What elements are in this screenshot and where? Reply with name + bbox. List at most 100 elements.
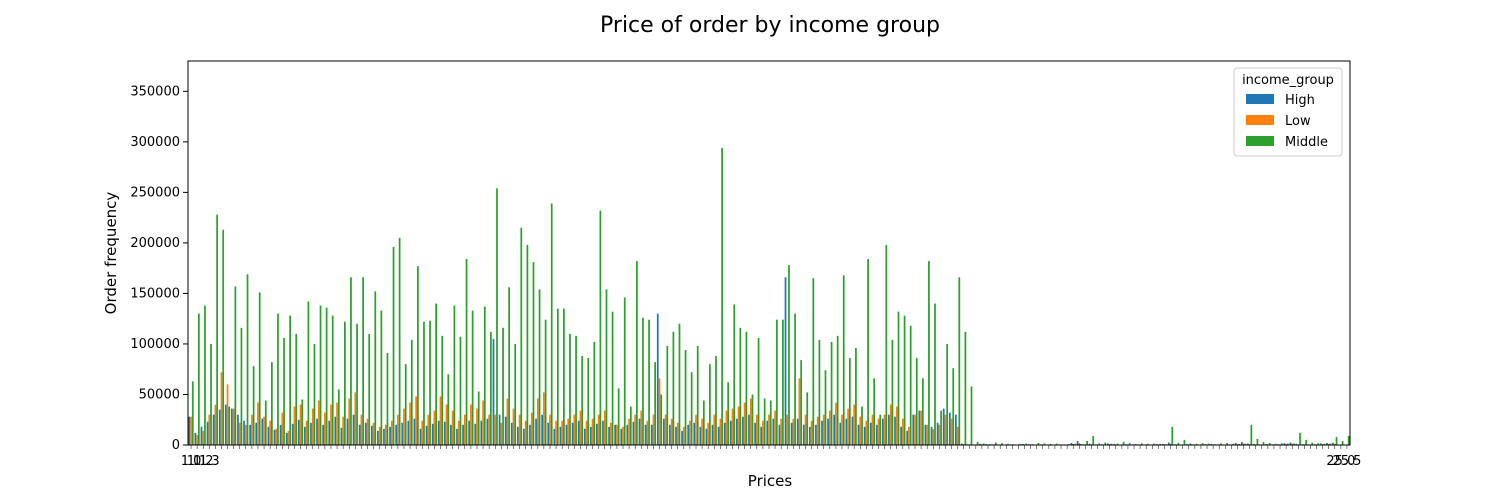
bar-low bbox=[421, 420, 424, 445]
bar-high bbox=[413, 418, 416, 445]
bar-middle bbox=[453, 305, 456, 445]
bar-high bbox=[693, 422, 696, 445]
bar-low bbox=[622, 426, 624, 445]
bar-low bbox=[293, 406, 296, 445]
bar-middle bbox=[867, 259, 869, 445]
bar-low bbox=[798, 378, 801, 445]
y-tick-label: 200000 bbox=[130, 236, 180, 251]
y-tick-label: 350000 bbox=[130, 84, 180, 99]
bar-high bbox=[729, 420, 732, 445]
bar-high bbox=[650, 424, 653, 445]
x-tick-label: 1.0 bbox=[181, 454, 202, 469]
bar-middle bbox=[404, 364, 407, 445]
bar-high bbox=[328, 420, 331, 445]
bar-middle bbox=[1347, 435, 1350, 445]
x-tick-label: 25.0 bbox=[1326, 454, 1355, 469]
bar-high bbox=[808, 426, 811, 445]
bar-middle bbox=[374, 291, 377, 445]
bar-middle bbox=[1195, 443, 1198, 445]
bar-middle bbox=[721, 147, 723, 445]
y-tick-label: 300000 bbox=[130, 135, 180, 150]
bar-high bbox=[1240, 441, 1243, 445]
legend-label-low: Low bbox=[1285, 114, 1311, 129]
bar-high bbox=[510, 422, 513, 445]
bar-high bbox=[857, 424, 860, 445]
bar-middle bbox=[946, 343, 949, 445]
bar-middle bbox=[1207, 443, 1210, 445]
bar-middle bbox=[1104, 442, 1107, 445]
bar-high bbox=[334, 416, 337, 445]
bar-low bbox=[792, 418, 795, 445]
bar-middle bbox=[715, 356, 717, 445]
bar-low bbox=[336, 402, 338, 445]
bar-low bbox=[567, 418, 570, 445]
bar-low bbox=[366, 418, 369, 445]
bar-low bbox=[494, 414, 497, 445]
bar-low bbox=[859, 416, 862, 445]
bar-low bbox=[616, 424, 618, 445]
bar-high bbox=[681, 430, 683, 445]
bar-middle bbox=[544, 319, 547, 445]
bar-high bbox=[401, 422, 404, 445]
bar-middle bbox=[532, 262, 535, 445]
bar-middle bbox=[794, 313, 796, 445]
bar-middle bbox=[879, 414, 882, 445]
bar-middle bbox=[550, 203, 553, 445]
bar-low bbox=[816, 416, 819, 445]
bar-high bbox=[766, 420, 769, 445]
bar-middle bbox=[435, 303, 437, 445]
bar-high bbox=[881, 418, 884, 445]
bar-low bbox=[695, 414, 697, 445]
bar-middle bbox=[526, 244, 529, 445]
bar-middle bbox=[1110, 443, 1113, 445]
bar-low bbox=[384, 424, 387, 445]
bar-middle bbox=[1250, 424, 1253, 445]
bar-low bbox=[330, 404, 332, 445]
y-tick-label: 150000 bbox=[130, 286, 180, 301]
legend-items: High Low Middle bbox=[1246, 93, 1328, 150]
bar-high bbox=[559, 426, 562, 445]
bar-high bbox=[833, 414, 836, 445]
bar-high bbox=[194, 432, 197, 445]
bar-high bbox=[1283, 443, 1286, 445]
bar-high bbox=[456, 428, 458, 445]
bar-high bbox=[821, 420, 823, 445]
bar-middle bbox=[1335, 436, 1338, 445]
bar-middle bbox=[1232, 443, 1234, 445]
bar-high bbox=[516, 426, 519, 445]
bar-high bbox=[1021, 443, 1024, 445]
bar-high bbox=[486, 418, 489, 445]
bar-middle bbox=[471, 310, 474, 445]
bar-middle bbox=[496, 188, 498, 446]
bar-high bbox=[340, 427, 343, 445]
bar-low bbox=[822, 414, 825, 445]
bar-high bbox=[839, 422, 842, 445]
bar-high bbox=[851, 416, 854, 445]
bar-middle bbox=[447, 374, 450, 445]
bar-high bbox=[1234, 442, 1237, 445]
bar-low bbox=[938, 424, 941, 445]
bar-low bbox=[324, 412, 326, 445]
bar-high bbox=[638, 418, 641, 445]
bar-high bbox=[802, 424, 805, 445]
bar-high bbox=[675, 426, 677, 445]
bar-low bbox=[305, 420, 308, 445]
bar-middle bbox=[581, 356, 584, 445]
bar-low bbox=[378, 426, 381, 445]
bar-low bbox=[1169, 443, 1172, 445]
bar-high bbox=[261, 418, 264, 445]
bar-middle bbox=[1001, 443, 1003, 445]
bar-low bbox=[835, 402, 837, 445]
bar-middle bbox=[508, 287, 511, 445]
bar-middle bbox=[283, 337, 285, 445]
bar-high bbox=[523, 428, 525, 445]
bar-high bbox=[912, 414, 915, 445]
bar-middle bbox=[1220, 443, 1222, 445]
bar-high bbox=[827, 418, 829, 445]
bar-high bbox=[784, 277, 787, 445]
bar-low bbox=[1327, 443, 1330, 445]
bar-high bbox=[474, 423, 477, 445]
bar-middle bbox=[1201, 443, 1204, 445]
